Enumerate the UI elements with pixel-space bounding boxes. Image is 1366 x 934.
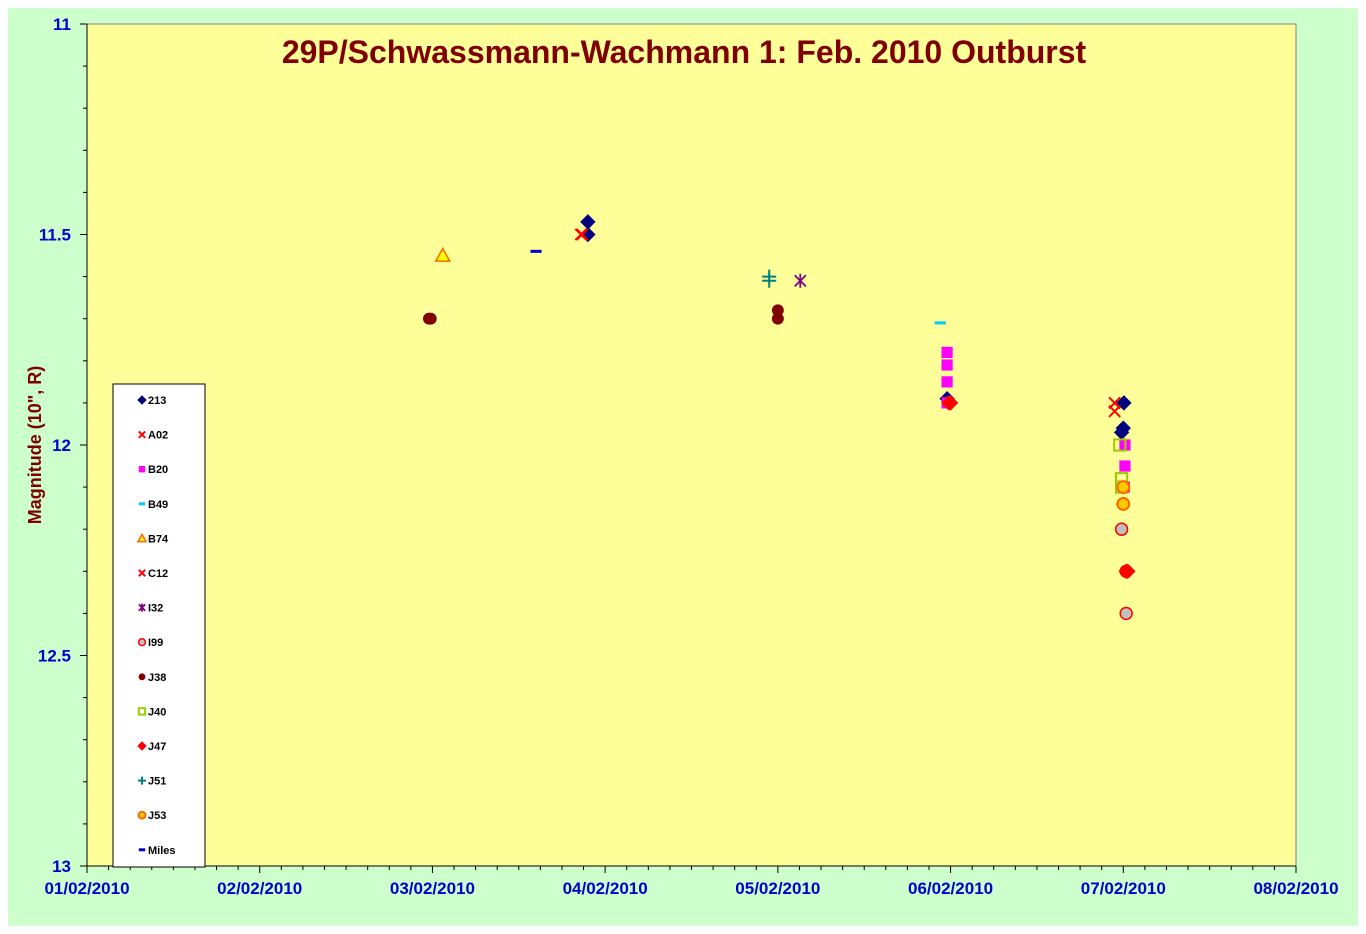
legend-label-b49: B49 [148,499,168,511]
plot-area [86,23,1297,867]
chart-background: 01/02/2010 02/02/2010 03/02/2010 04/02/2010… [8,8,1358,926]
legend-marker-j40 [137,707,147,716]
data-point-a02 [575,228,589,241]
x-tick-label: 02/02/2010 [217,879,302,898]
data-point-j47 [942,395,959,411]
legend-marker-j38 [138,673,146,681]
data-point-b49 [934,321,946,325]
legend-box [112,383,206,868]
data-point-j53 [1116,496,1131,511]
x-tick-label: 05/02/2010 [735,879,820,898]
legend-marker-b20 [138,466,146,473]
legend-label-c12: C12 [148,568,168,580]
y-tick-label: 11.5 [39,226,71,245]
data-point-j40 [1113,438,1127,452]
x-tick-label: 04/02/2010 [563,879,648,898]
legend-marker-b74 [136,532,148,543]
legend-marker-b49 [138,502,146,506]
legend-marker-j51 [138,776,146,785]
legend-marker-miles [138,848,146,852]
x-tick-label: 03/02/2010 [390,879,475,898]
data-point-c12 [1108,405,1121,418]
data-point-j53 [1116,480,1131,495]
legend-label-j53: J53 [148,810,166,822]
legend-marker-i32 [138,603,146,612]
x-tick-label: 06/02/2010 [908,879,993,898]
y-tick-label: 12 [52,436,71,455]
legend-marker-a02 [138,430,146,439]
legend-label-i32: I32 [148,603,163,615]
chart-canvas: 01/02/2010 02/02/2010 03/02/2010 04/02/2010… [25,15,1339,898]
data-point-213 [1115,420,1131,436]
legend-label-a02: A02 [148,430,168,442]
legend-marker-c12 [138,569,146,577]
data-point-b20 [941,359,953,371]
x-tick-label: 01/02/2010 [44,879,129,898]
data-point-j38 [423,312,435,325]
y-tick-label: 11 [53,15,71,34]
data-point-j38 [771,312,784,325]
legend: 213 A02 B20 B49 B74 C12 I32 I99 J38 J40 J47 J51 J53 M… [112,383,206,868]
data-point-i99 [1119,606,1133,621]
data-point-j38 [771,304,784,317]
data-point-b20 [941,346,953,358]
legend-label-213: 213 [148,395,166,407]
legend-label-j40: J40 [148,706,166,718]
y-tick-label: 12.5 [38,647,71,666]
axes: 01/02/2010 02/02/2010 03/02/2010 04/02/2010… [38,15,1339,898]
data-point-j51 [762,269,777,284]
legend-label-i99: I99 [148,637,163,649]
legend-label-j38: J38 [148,672,166,684]
legend-label-b20: B20 [148,464,168,476]
legend-label-b74: B74 [148,533,169,545]
legend-marker-j53 [137,810,147,820]
data-points [423,214,1136,621]
x-tick-label: 08/02/2010 [1253,879,1338,898]
legend-marker-i99 [137,638,147,647]
legend-label-j51: J51 [148,776,166,788]
data-point-i32 [794,273,807,288]
y-tick-label: 13 [52,857,71,876]
legend-label-j47: J47 [148,741,166,753]
x-tick-label: 07/02/2010 [1081,879,1166,898]
data-point-b20 [1119,460,1131,472]
data-point-i99 [1114,522,1129,536]
legend-marker-213 [137,395,147,405]
y-axis-title: Magnitude (10", R) [25,366,45,525]
legend-marker-j47 [137,741,147,751]
data-point-b74 [434,247,452,262]
data-point-j47 [1118,563,1134,580]
chart-title: 29P/Schwassmann-Wachmann 1: Feb. 2010 Ou… [282,34,1087,70]
legend-label-miles: Miles [148,845,176,857]
data-point-b20 [941,376,953,388]
data-point-miles [530,249,542,253]
